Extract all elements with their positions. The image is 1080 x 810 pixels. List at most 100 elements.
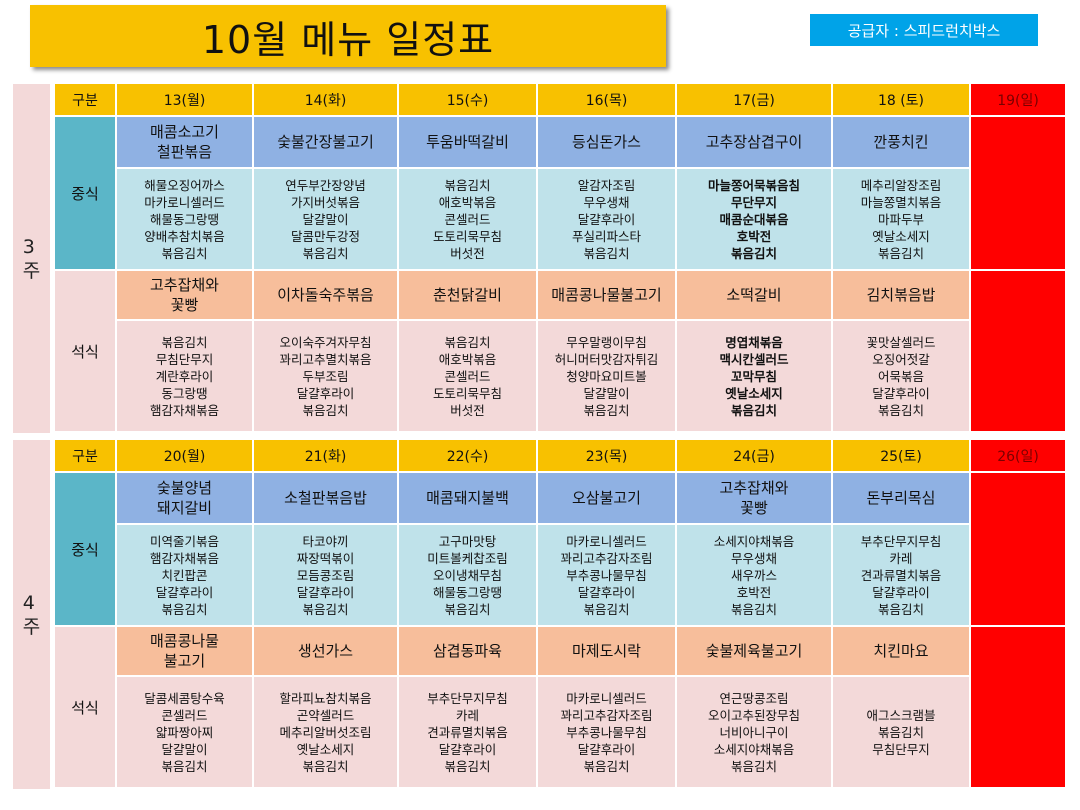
side-dish-item: 달걀후라이 <box>872 584 930 600</box>
dinner-main-dish: 고추잡채와 꽃빵 <box>117 271 252 319</box>
dinner-side-dishes: 마카로니셀러드 꽈리고추감자조림 부추콩나물무침 달걀후라이 볶음김치 <box>538 677 675 787</box>
side-dish-item: 마늘쫑어묵볶음침 <box>707 177 800 193</box>
header-day: 24(금) <box>677 440 831 471</box>
side-dish-item: 호박전 <box>736 584 772 600</box>
side-dish-item: 맥시칸셀러드 <box>719 351 789 367</box>
side-dish-item: 옛날소세지 <box>296 741 355 757</box>
dinner-side-dishes: 할라피뇨참치볶음 곤약셀러드 메추리알버섯조림 옛날소세지 볶음김치 <box>254 677 397 787</box>
lunch-main-dish: 오삼불고기 <box>538 473 675 523</box>
lunch-main-dish: 매콤돼지불백 <box>399 473 536 523</box>
side-dish-item: 해물동그랑땡 <box>432 584 502 600</box>
dinner-main-dish: 이차돌숙주볶음 <box>254 271 397 319</box>
side-dish-item: 볶음김치 <box>444 177 491 193</box>
dinner-side-dishes: 볶음김치 애호박볶음 콘셀러드 도토리묵무침 버섯전 <box>399 321 536 431</box>
side-dish-item: 애호박볶음 <box>438 194 497 210</box>
side-dish-item: 해물오징어까스 <box>144 177 225 193</box>
header-category: 구분 <box>55 84 115 115</box>
dinner-main-dish: 춘천닭갈비 <box>399 271 536 319</box>
side-dish-item: 오이냉채무침 <box>432 567 502 583</box>
supplier-badge: 공급자 : 스피드런치박스 <box>810 14 1038 46</box>
dinner-main-dish: 매콤콩나물불고기 <box>538 271 675 319</box>
side-dish-item: 볶음김치 <box>583 601 630 617</box>
side-dish-item: 할라피뇨참치볶음 <box>279 690 372 706</box>
side-dish-item: 호박전 <box>736 228 772 244</box>
side-dish-item: 푸실리파스타 <box>571 228 641 244</box>
lunch-main-dish: 깐풍치킨 <box>833 117 969 167</box>
side-dish-item: 부추단무지무침 <box>860 533 942 549</box>
side-dish-item: 달걀후라이 <box>155 584 214 600</box>
side-dish-item: 동그랑땡 <box>161 385 208 401</box>
dinner-label: 석식 <box>55 271 115 431</box>
side-dish-item: 볶음김치 <box>302 402 349 418</box>
dinner-side-dishes: 볶음김치 무침단무지 계란후라이 동그랑땡 햄감자채볶음 <box>117 321 252 431</box>
side-dish-item: 부추콩나물무침 <box>566 567 647 583</box>
header-day: 21(화) <box>254 440 397 471</box>
dinner-side-dishes: 부추단무지무침 카레 견과류멸치볶음 달걀후라이 볶음김치 <box>399 677 536 787</box>
side-dish-item: 볶음김치 <box>161 245 208 261</box>
side-dish-item: 부추콩나물무침 <box>566 724 647 740</box>
lunch-side-dishes: 고구마맛탕 미트볼케찹조림 오이냉채무침 해물동그랑땡 볶음김치 <box>399 525 536 625</box>
side-dish-item: 콘셀러드 <box>444 211 491 227</box>
side-dish-item: 애그스크램블 <box>866 707 936 723</box>
side-dish-item: 마카로니셀러드 <box>144 194 225 210</box>
side-dish-item: 무우생채 <box>730 550 777 566</box>
side-dish-item: 버섯전 <box>450 245 485 261</box>
page-title: 10월 메뉴 일정표 <box>30 5 666 67</box>
side-dish-item: 가지버섯볶음 <box>290 194 360 210</box>
side-dish-item: 버섯전 <box>450 402 485 418</box>
header-day: 14(화) <box>254 84 397 115</box>
side-dish-item: 계란후라이 <box>155 368 214 384</box>
dinner-main-dish: 마제도시락 <box>538 627 675 675</box>
menu-table-week-2: 구분 20(월) 21(화) 22(수) 23(목) 24(금) 25(토) 26(일) 중식 숯… <box>55 440 1072 787</box>
side-dish-item: 무우생채 <box>583 194 630 210</box>
side-dish-item: 볶음김치 <box>583 402 630 418</box>
side-dish-item: 카레 <box>455 707 479 723</box>
dinner-side-dishes: 오이숙주겨자무침 꽈리고추멸치볶음 두부조림 달걀후라이 볶음김치 <box>254 321 397 431</box>
side-dish-item: 마파두부 <box>877 211 924 227</box>
side-dish-item: 달걀후라이 <box>296 584 355 600</box>
side-dish-item: 볶음김치 <box>161 758 208 774</box>
dinner-side-dishes: 명엽채볶음 맥시칸셀러드 꼬막무침 옛날소세지 볶음김치 <box>677 321 831 431</box>
lunch-main-dish: 투움바떡갈비 <box>399 117 536 167</box>
dinner-main-dish: 치킨마요 <box>833 627 969 675</box>
side-dish-item: 볶음김치 <box>730 402 777 418</box>
side-dish-item: 볶음김치 <box>161 601 208 617</box>
dinner-side-dishes: 애그스크램블 볶음김치 무침단무지 <box>833 677 969 787</box>
header-day: 13(월) <box>117 84 252 115</box>
side-dish-item: 오징어젓갈 <box>872 351 930 367</box>
side-dish-item: 볶음김치 <box>444 601 491 617</box>
side-dish-item: 무우말랭이무침 <box>566 334 647 350</box>
side-dish-item: 꼬막무침 <box>730 368 777 384</box>
dinner-main-dish: 김치볶음밥 <box>833 271 969 319</box>
side-dish-item: 허니머터맛감자튀김 <box>554 351 659 367</box>
header-day: 22(수) <box>399 440 536 471</box>
side-dish-item: 메추리알버섯조림 <box>279 724 372 740</box>
lunch-side-dishes: 소세지야채볶음 무우생채 새우까스 호박전 볶음김치 <box>677 525 831 625</box>
lunch-main-dish: 등심돈가스 <box>538 117 675 167</box>
dinner-side-dishes: 무우말랭이무침 허니머터맛감자튀김 청양마요미트볼 달걀말이 볶음김치 <box>538 321 675 431</box>
side-dish-item: 볶음김치 <box>877 402 924 418</box>
side-dish-item: 타코야끼 <box>302 533 349 549</box>
side-dish-item: 볶음김치 <box>877 724 924 740</box>
header-day: 20(월) <box>117 440 252 471</box>
side-dish-item: 달콤만두강정 <box>290 228 360 244</box>
lunch-side-dishes: 알감자조림 무우생채 달걀후라이 푸실리파스타 볶음김치 <box>538 169 675 269</box>
side-dish-item: 달걀말이 <box>161 741 208 757</box>
header-day: 23(목) <box>538 440 675 471</box>
side-dish-item: 매콤순대볶음 <box>719 211 789 227</box>
side-dish-item: 연근땅콩조림 <box>719 690 789 706</box>
side-dish-item: 달걀후라이 <box>577 211 636 227</box>
side-dish-item: 볶음김치 <box>302 758 349 774</box>
lunch-main-dish: 숯불간장불고기 <box>254 117 397 167</box>
header-day: 15(수) <box>399 84 536 115</box>
side-dish-item: 달걀후라이 <box>577 584 636 600</box>
side-dish-item: 옛날소세지 <box>725 385 783 401</box>
side-dish-item: 견과류멸치볶음 <box>427 724 508 740</box>
side-dish-item: 달걀후라이 <box>577 741 636 757</box>
side-dish-item: 볶음김치 <box>877 245 924 261</box>
sunday-closed-block <box>971 117 1065 269</box>
side-dish-item: 달걀후라이 <box>872 385 930 401</box>
side-dish-item: 무침단무지 <box>872 741 930 757</box>
header-day: 17(금) <box>677 84 831 115</box>
header-day: 25(토) <box>833 440 969 471</box>
